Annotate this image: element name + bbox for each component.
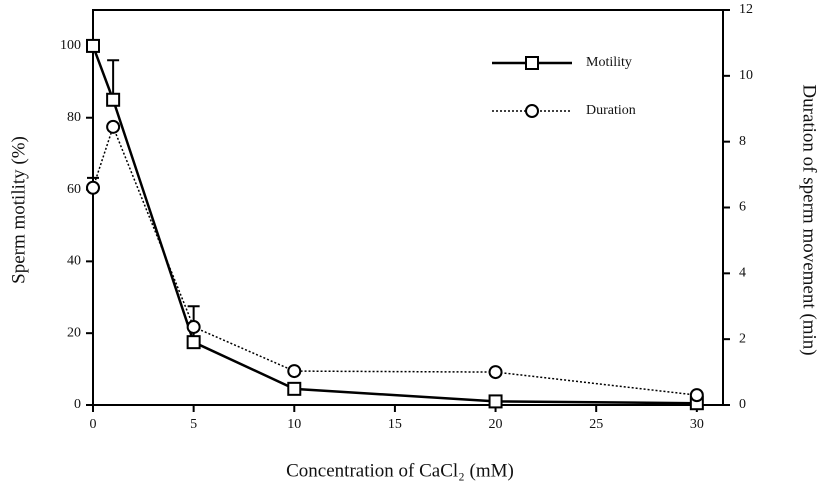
y2-tick-label: 2 (739, 331, 746, 346)
y-axis-label: Sperm motility (%) (8, 136, 29, 284)
marker-square (86, 38, 100, 53)
data-line (92, 124, 697, 396)
x-tick-label: 20 (489, 417, 503, 432)
marker-circle (86, 180, 100, 195)
marker-square (488, 394, 503, 409)
x-tick-label: 25 (589, 417, 603, 432)
data-line (91, 45, 697, 405)
y2-tick-label: 12 (739, 2, 753, 17)
y2-axis-label: Duration of sperm movement (min) (799, 84, 820, 355)
marker-square (186, 335, 201, 350)
marker-circle (106, 119, 121, 134)
y-tick-label: 40 (67, 254, 81, 269)
marker-circle (287, 364, 302, 379)
marker-square (106, 92, 121, 107)
y2-tick-label: 10 (739, 68, 753, 83)
x-tick-label: 10 (287, 417, 301, 432)
x-tick-label: 30 (690, 417, 704, 432)
x-tick-label: 0 (90, 417, 97, 432)
y-tick-label: 20 (67, 325, 81, 340)
marker-square (525, 56, 539, 70)
marker-circle (525, 104, 539, 118)
y2-tick-label: 6 (739, 200, 746, 215)
marker-circle (689, 388, 704, 403)
y-tick-label: 100 (60, 38, 81, 53)
y2-tick-label: 4 (739, 266, 746, 281)
y2-tick-label: 0 (739, 397, 746, 412)
legend-label: Duration (586, 103, 636, 118)
x-tick-label: 15 (388, 417, 402, 432)
y2-tick-label: 8 (739, 134, 746, 149)
x-axis-label: Concentration of CaCl₂ (mM) (286, 460, 514, 481)
marker-circle (488, 365, 503, 380)
y-tick-label: 60 (67, 182, 81, 197)
marker-circle (186, 319, 201, 334)
y-tick-label: 80 (67, 110, 81, 125)
y-tick-label: 0 (74, 397, 81, 412)
marker-square (287, 381, 302, 396)
x-tick-label: 5 (190, 417, 197, 432)
legend-label: Motility (586, 55, 632, 70)
